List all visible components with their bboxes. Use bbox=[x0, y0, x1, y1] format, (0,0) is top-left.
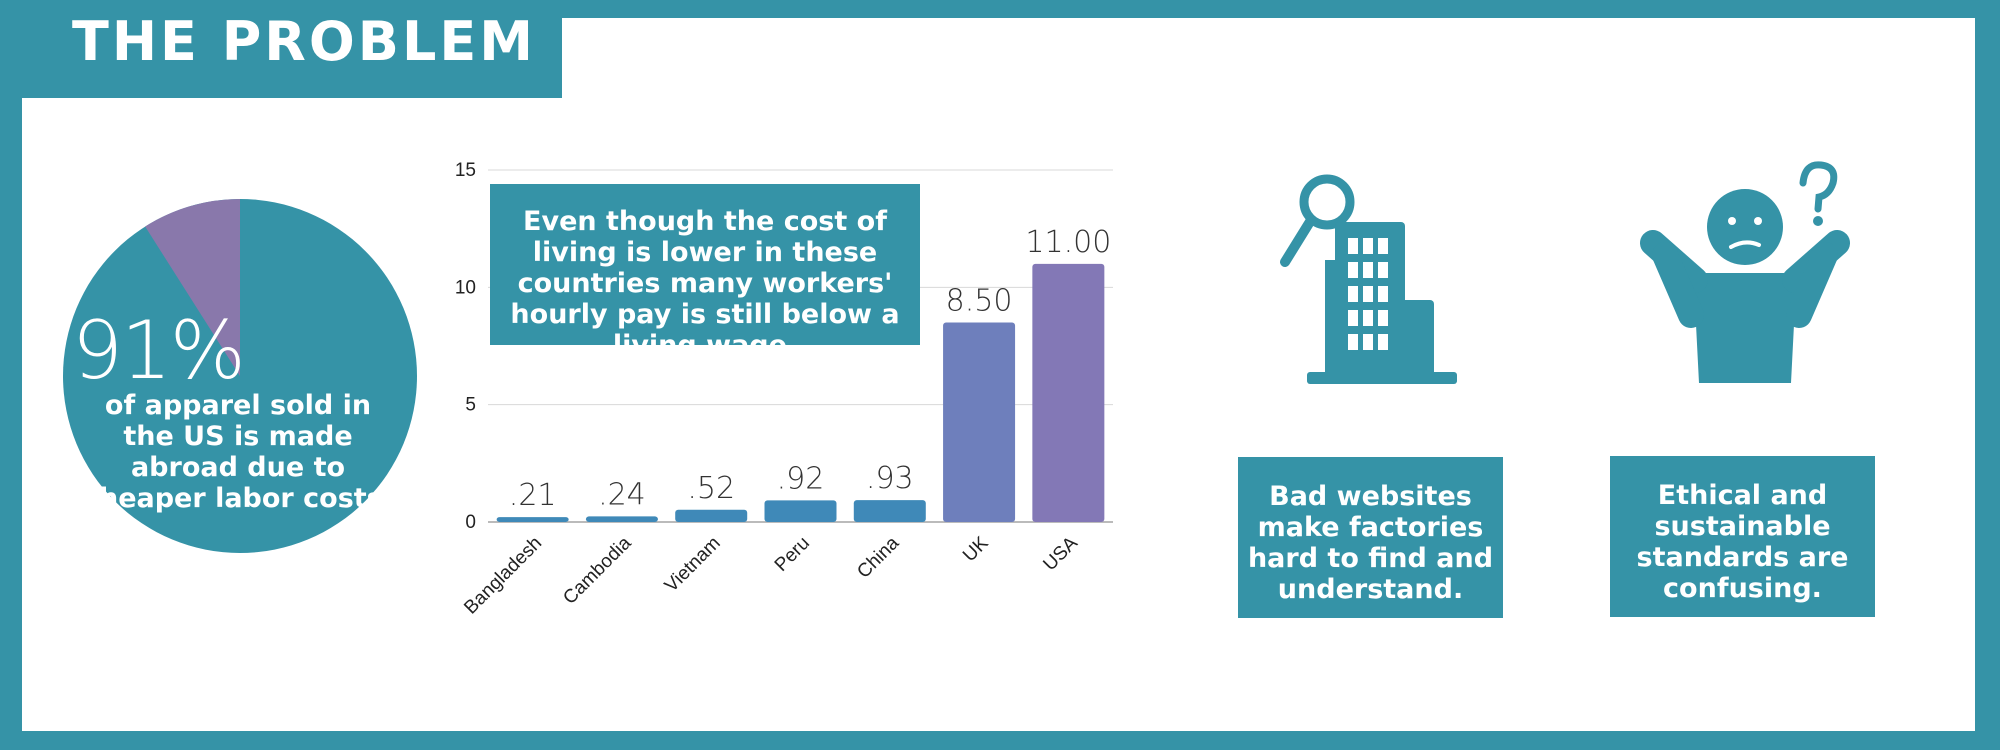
confused-person-icon bbox=[1640, 161, 1850, 383]
data-label: .93 bbox=[866, 461, 914, 496]
card-bad-websites-text: Bad websites make factories hard to find… bbox=[1247, 481, 1494, 605]
page-title: THE PROBLEM bbox=[72, 10, 536, 73]
card-ethical-standards: Ethical and sustainable standards are co… bbox=[1610, 456, 1875, 617]
card-bad-websites: Bad websites make factories hard to find… bbox=[1238, 457, 1503, 618]
bar-china bbox=[853, 500, 926, 522]
pie-percent-label: 91% bbox=[72, 304, 246, 397]
y-tick-label: 15 bbox=[455, 160, 476, 181]
factory-search-icon bbox=[1280, 174, 1457, 384]
y-tick-label: 5 bbox=[465, 395, 476, 416]
data-label: .92 bbox=[777, 461, 825, 496]
x-tick-label: USA bbox=[1039, 532, 1082, 575]
apparel-pie-chart bbox=[63, 199, 417, 553]
x-tick-label: Vietnam bbox=[661, 533, 725, 597]
bar-usa bbox=[1032, 263, 1105, 522]
y-tick-label: 10 bbox=[455, 277, 476, 298]
x-tick-label: Peru bbox=[771, 533, 814, 576]
data-label: .21 bbox=[509, 478, 557, 513]
y-tick-label: 0 bbox=[465, 512, 476, 533]
chart-annotation: Even though the cost of living is lower … bbox=[490, 184, 920, 361]
x-tick-label: China bbox=[853, 532, 903, 582]
title-tab: THE PROBLEM bbox=[0, 0, 562, 98]
wage-bar-chart: 0 5 10 15 .21 Bangladesh .24 Cambodia .52 Vietnam… bbox=[455, 160, 1113, 619]
pie-caption: of apparel sold in the US is made abroad… bbox=[82, 390, 394, 514]
x-tick-label: Bangladesh bbox=[460, 533, 546, 619]
bar-bangladesh bbox=[496, 517, 569, 522]
data-label: 8.50 bbox=[946, 284, 1013, 319]
bar-cambodia bbox=[585, 516, 658, 522]
bar-vietnam bbox=[675, 509, 748, 522]
card-ethical-standards-text: Ethical and sustainable standards are co… bbox=[1636, 480, 1849, 604]
bar-uk bbox=[943, 322, 1016, 522]
pie-slice-domestic bbox=[145, 199, 240, 376]
data-label: .52 bbox=[687, 471, 735, 506]
data-label: .24 bbox=[598, 477, 646, 512]
chart-annotation-text: Even though the cost of living is lower … bbox=[510, 206, 900, 361]
x-tick-label: Cambodia bbox=[559, 532, 635, 608]
x-tick-label: UK bbox=[959, 532, 993, 566]
bar-peru bbox=[764, 500, 837, 522]
data-label: 11.00 bbox=[1025, 225, 1111, 260]
